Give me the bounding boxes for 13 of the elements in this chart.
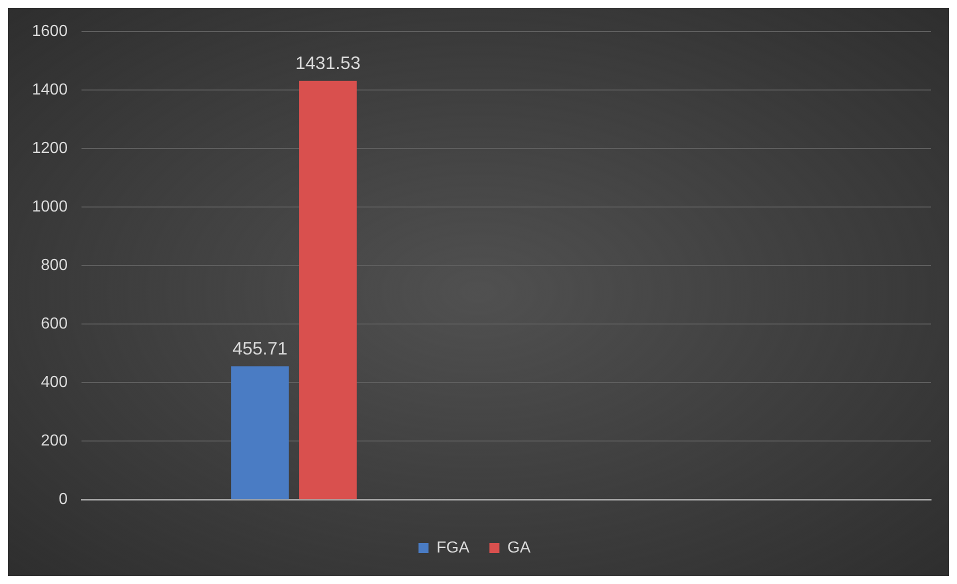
y-tick-label: 1200 <box>32 140 68 158</box>
y-tick-label: 1400 <box>32 82 68 99</box>
y-tick-label: 400 <box>40 374 68 392</box>
y-tick-label: 1000 <box>32 198 68 216</box>
y-tick-label: 1600 <box>32 23 68 40</box>
y-tick-label: 800 <box>40 257 68 274</box>
data-label: 455.71 <box>232 338 288 358</box>
y-tick-label: 0 <box>58 491 68 508</box>
y-tick-label: 600 <box>40 316 68 333</box>
y-tick-label: 200 <box>40 432 68 450</box>
data-label: 1431.53 <box>295 52 360 73</box>
legend-label: GA <box>507 539 531 556</box>
legend-label: FGA <box>436 539 470 556</box>
